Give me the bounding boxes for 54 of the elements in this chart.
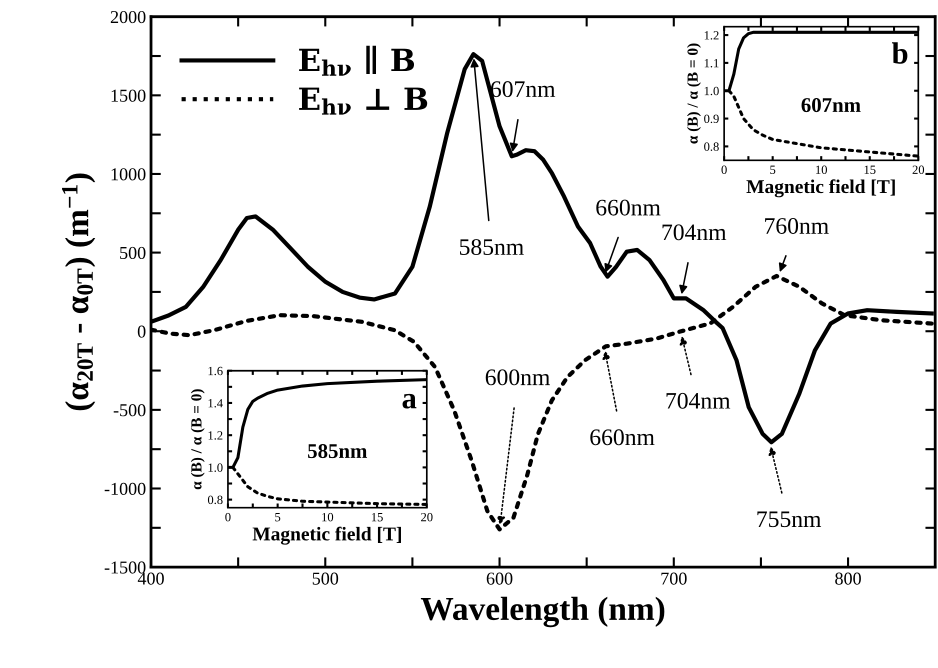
legend-label: E$_{hν}$ ⊥ B (299, 88, 428, 115)
y-tick-label: 0.8 (704, 142, 719, 151)
y-tick-label: 1.4 (208, 399, 223, 408)
annotation: 760nm (765, 218, 829, 234)
x-tick-label: 10 (322, 512, 334, 522)
y-tick-label: 1.0 (704, 86, 719, 96)
y-tick-label: 0 (138, 325, 146, 338)
annotation: 704nm (666, 392, 730, 409)
x-tick-label: 800 (835, 572, 861, 585)
y-tick-label: 1.2 (208, 431, 222, 440)
x-tick-label: 0 (721, 166, 727, 174)
legend-label: E$_{hν}$ ∥ B (299, 46, 414, 76)
y-axis-title: α (B) / α (B = 0) (190, 389, 205, 490)
y-tick-label: 1000 (112, 168, 146, 180)
x-tick-label: 10 (816, 166, 827, 174)
x-tick-label: 400 (138, 572, 164, 585)
y-tick-label: 500 (120, 246, 146, 260)
annotation: 585nm (460, 239, 524, 256)
y-tick-label: 0.8 (208, 496, 223, 504)
annotation: 585nm (308, 444, 368, 458)
annotation: 704nm (662, 224, 726, 240)
x-axis-title: Magnetic field [T] (252, 526, 401, 545)
x-tick-label: 5 (770, 166, 776, 174)
y-tick-label: -500 (114, 404, 146, 416)
annotation: 600nm (486, 369, 550, 386)
x-tick-label: 0 (225, 512, 231, 522)
x-tick-label: 15 (372, 512, 383, 522)
x-tick-label: 15 (864, 166, 876, 174)
annotation: 607nm (802, 98, 861, 112)
annotation: a (402, 394, 416, 409)
y-tick-label: 1.2 (704, 31, 719, 40)
annotation: 660nm (596, 200, 661, 216)
x-tick-label: 20 (421, 512, 433, 522)
annotation: 607nm (490, 81, 556, 98)
y-axis-title: (α$_{20T}$ - α$_{0T}$) (m$^{−1}$) (62, 174, 96, 410)
y-axis-title: α (B) / α (B = 0) (687, 44, 701, 144)
y-tick-label: 2000 (110, 10, 146, 24)
y-tick-label: 0.9 (704, 114, 719, 124)
y-tick-label: 1.0 (208, 463, 223, 472)
annotation: 755nm (757, 511, 822, 528)
x-tick-label: 700 (661, 572, 687, 585)
x-axis-title: Wavelength (nm) (420, 596, 664, 628)
x-axis-title: Magnetic field [T] (746, 179, 895, 198)
x-tick-label: 20 (912, 166, 924, 174)
y-tick-label: 1.6 (208, 366, 223, 376)
y-tick-label: -1000 (104, 482, 146, 495)
y-tick-label: 1.1 (704, 58, 719, 68)
annotation: b (892, 42, 908, 64)
y-tick-label: -1500 (104, 561, 146, 574)
y-tick-label: 1500 (112, 90, 146, 102)
annotation: 660nm (590, 429, 655, 446)
x-tick-label: 5 (275, 513, 280, 522)
x-tick-label: 500 (312, 572, 338, 585)
x-tick-label: 600 (486, 572, 512, 585)
